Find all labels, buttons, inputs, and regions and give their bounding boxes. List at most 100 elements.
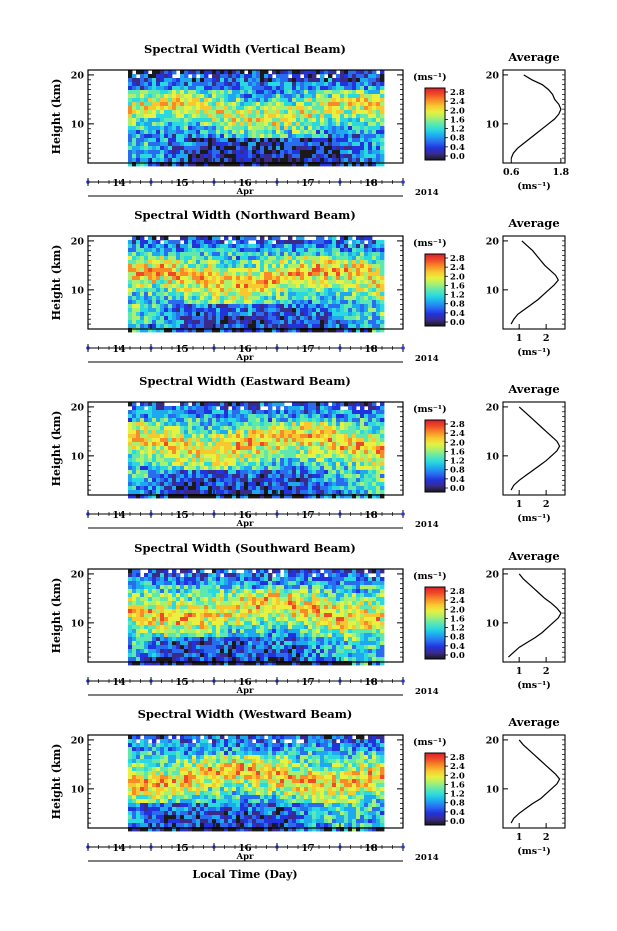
colorbar-tick-label: 0.4: [450, 808, 465, 818]
colorbar-tick-label: 2.0: [450, 438, 465, 448]
time-tick-dot: [401, 346, 405, 350]
colorbar-unit-label: (ms⁻¹): [413, 238, 447, 249]
average-title: Average: [507, 382, 559, 396]
x-tick-label: 18: [364, 843, 378, 854]
average-profile-line: [507, 573, 562, 658]
colorbar-tick-label: 2.8: [450, 254, 465, 264]
average-frame: [502, 568, 566, 663]
average-x-label: (ms⁻¹): [517, 181, 551, 192]
colorbar-tick-label: 0.8: [450, 300, 465, 310]
y-tick-label: 20: [71, 402, 85, 413]
colorbar-tick-label: 0.8: [450, 134, 465, 144]
heatmap-field: [128, 735, 385, 832]
average-profile-line: [510, 406, 561, 491]
year-label: 2014: [415, 188, 439, 198]
panel-title: Spectral Width (Vertical Beam): [144, 42, 346, 56]
average-y-tick-label: 10: [486, 618, 500, 629]
colorbar-tick-label: 1.2: [450, 790, 465, 800]
average-profile: Average 20 10 1 2 (ms⁻¹): [486, 549, 566, 691]
x-tick-label: 17: [301, 178, 314, 189]
colorbar-tick-label: 0.8: [450, 799, 465, 809]
y-tick-label: 20: [71, 236, 85, 247]
month-label: Apr: [235, 519, 254, 529]
colorbar-tick-label: 1.6: [450, 447, 465, 457]
x-tick-label: 14: [112, 344, 126, 355]
colorbar: [424, 586, 446, 660]
x-tick-label: 18: [364, 677, 378, 688]
colorbar-tick-label: 2.0: [450, 605, 465, 615]
month-label: Apr: [235, 852, 254, 862]
plot-frame: [87, 69, 404, 164]
x-tick-label: 15: [175, 344, 188, 355]
y-axis-label: Height (km): [50, 578, 63, 654]
colorbar-tick-label: 1.2: [450, 125, 465, 135]
panel-4: Spectral Width (Southward Beam) 20 10 Heigh…: [50, 541, 566, 697]
average-title: Average: [507, 715, 559, 729]
x-tick-label: 16: [238, 344, 252, 355]
panel-2: Spectral Width (Northward Beam) 20 10 Heigh…: [50, 208, 566, 364]
colorbar-tick-label: 2.4: [450, 263, 465, 273]
average-profile-line: [510, 739, 561, 824]
colorbar-tick-label: 2.4: [450, 97, 465, 107]
x-tick-label: 16: [238, 677, 252, 688]
x-tick-label: 18: [364, 344, 378, 355]
average-x-tick-label: 2: [543, 499, 550, 510]
x-tick-label: 16: [238, 178, 252, 189]
plot-frame: [87, 401, 404, 496]
average-profile: Average 20 10 1 2 (ms⁻¹): [486, 382, 566, 524]
x-tick-label: 14: [112, 843, 126, 854]
x-tick-label: 14: [112, 510, 126, 521]
average-x-tick-label: 1: [516, 499, 523, 510]
average-frame: [502, 401, 566, 496]
colorbar-tick-label: 0.4: [450, 475, 465, 485]
average-x-tick-label: 2: [543, 333, 550, 344]
colorbar: [424, 87, 446, 161]
colorbar-tick-label: 2.0: [450, 272, 465, 282]
plot-frame: [87, 568, 404, 663]
x-tick-label: 14: [112, 178, 126, 189]
colorbar-tick-label: 1.2: [450, 291, 465, 301]
time-tick-dot: [401, 180, 405, 184]
panels: Spectral Width (Vertical Beam) 20 10 Height…: [50, 42, 570, 863]
average-x-label: (ms⁻¹): [517, 680, 551, 691]
colorbar-tick-label: 0.0: [450, 318, 465, 328]
colorbar-tick-label: 0.0: [450, 484, 465, 494]
average-x-tick-label: 1: [516, 832, 523, 843]
x-tick-label: 17: [301, 843, 314, 854]
average-x-tick-label: 0.6: [503, 167, 520, 178]
x-tick-label: 14: [112, 677, 126, 688]
x-tick-label: 17: [301, 677, 314, 688]
average-x-tick-label: 2: [543, 666, 550, 677]
x-tick-label: 16: [238, 510, 252, 521]
colorbar-tick-label: 0.4: [450, 143, 465, 153]
y-tick-label: 20: [71, 569, 85, 580]
colorbar: [424, 752, 446, 826]
month-label: Apr: [235, 353, 254, 363]
average-profile: Average 20 10 1 2 (ms⁻¹): [486, 216, 566, 358]
average-title: Average: [507, 549, 559, 563]
y-tick-label: 10: [71, 451, 85, 462]
average-frame: [502, 69, 566, 164]
y-tick-label: 10: [71, 119, 85, 130]
heatmap-field: [128, 569, 385, 666]
panel-title: Spectral Width (Westward Beam): [138, 707, 353, 721]
panel-title: Spectral Width (Southward Beam): [134, 541, 356, 555]
average-y-tick-label: 20: [486, 735, 500, 746]
y-tick-label: 20: [71, 735, 85, 746]
average-x-label: (ms⁻¹): [517, 513, 551, 524]
panel-1: Spectral Width (Vertical Beam) 20 10 Height…: [50, 42, 570, 198]
panel-title: Spectral Width (Eastward Beam): [139, 374, 351, 388]
plot-frame: [87, 235, 404, 330]
year-label: 2014: [415, 354, 439, 364]
colorbar-tick-label: 1.6: [450, 115, 465, 125]
y-tick-label: 10: [71, 618, 85, 629]
average-profile-line: [510, 240, 560, 325]
x-tick-label: 15: [175, 677, 188, 688]
average-x-tick-label: 1.8: [553, 167, 570, 178]
average-x-tick-label: 2: [543, 832, 550, 843]
x-axis-label: Local Time (Day): [192, 868, 297, 881]
time-tick-dot: [401, 845, 405, 849]
colorbar: [424, 419, 446, 493]
colorbar-tick-label: 2.0: [450, 106, 465, 116]
